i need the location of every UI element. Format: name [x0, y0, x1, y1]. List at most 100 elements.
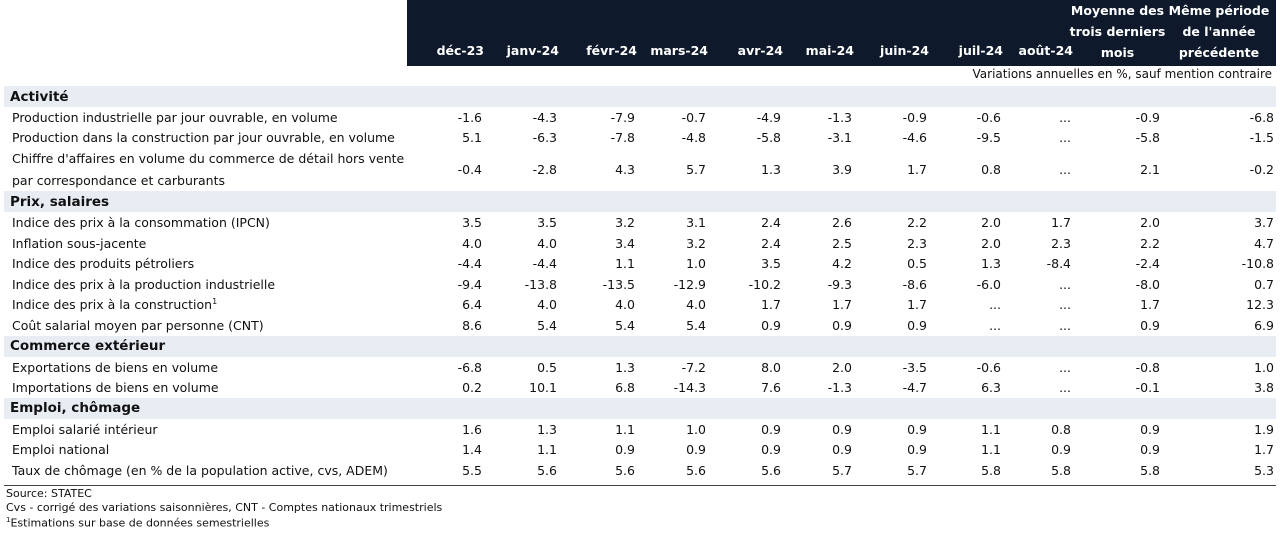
row-label: Chiffre d'affaires en volume du commerce…	[4, 148, 407, 192]
table-cell: 2.3	[907, 235, 927, 251]
table-row: Emploi salarié intérieur 1.6 1.3 1.1 1.0 0.9 0…	[4, 419, 1276, 440]
table-cell: 5.7	[686, 162, 706, 178]
table-cell: 2.5	[832, 235, 852, 251]
table-cell: 3.5	[537, 214, 557, 230]
row-label-text: Emploi national	[12, 442, 110, 458]
table-cell: 3.7	[1254, 214, 1274, 230]
table-cell: 0.9	[761, 317, 781, 333]
table-cell: -10.2	[748, 276, 781, 292]
table-cell: ...	[1059, 276, 1071, 292]
row-label: Indice des prix à la construction1	[4, 297, 407, 312]
table-cell: -13.5	[602, 276, 635, 292]
table-cell: 1.0	[1254, 359, 1274, 375]
table-cell: ...	[989, 297, 1001, 313]
table-cell: 1.1	[981, 442, 1001, 458]
table-cell: -0.4	[457, 162, 482, 178]
table-row: Coût salarial moyen par personne (CNT) 8.…	[4, 315, 1276, 336]
row-label: Indice des produits pétroliers	[4, 256, 407, 271]
table-cell: 1.1	[615, 256, 635, 272]
table-cell: 1.7	[1140, 297, 1160, 313]
row-label-text: Exportations de biens en volume	[12, 359, 219, 375]
table-cell: -4.7	[902, 380, 927, 396]
table-cell: -0.9	[1135, 109, 1160, 125]
row-label-text: Indice des produits pétroliers	[12, 256, 195, 272]
table-cell: -0.7	[681, 109, 706, 125]
table-cell: 1.7	[907, 297, 927, 313]
table-cell: 4.2	[832, 256, 852, 272]
table-cell: 10.1	[529, 380, 557, 396]
column-header: déc-23	[407, 0, 484, 66]
table-cell: 5.6	[537, 462, 557, 478]
table-cell: -0.6	[976, 109, 1001, 125]
row-label: Taux de chômage (en % de la population a…	[4, 463, 407, 478]
column-header: Moyenne des trois derniers mois	[1070, 0, 1166, 66]
row-label: Coût salarial moyen par personne (CNT)	[4, 318, 407, 333]
row-label-text: Indice des prix à la consommation (IPCN)	[12, 214, 270, 230]
table-cell: 4.0	[615, 297, 635, 313]
row-label-text: Importations de biens en volume	[12, 380, 219, 396]
footnote-line: 1Estimations sur base de données semestr…	[0, 514, 1280, 530]
table-cell: -0.1	[1135, 380, 1160, 396]
column-header-line: Moyenne des	[1070, 3, 1165, 19]
footnote-mark: 1	[6, 516, 11, 524]
row-label-text: Inflation sous-jacente	[12, 235, 147, 251]
table-cell: 5.6	[686, 462, 706, 478]
table-cell: 4.0	[686, 297, 706, 313]
table-row: Importations de biens en volume 0.2 10.1 6.…	[4, 377, 1276, 398]
table-cell: -4.4	[532, 256, 557, 272]
column-header-line: avr-24	[737, 43, 783, 58]
table-cell: -7.2	[681, 359, 706, 375]
table-cell: 4.3	[615, 162, 635, 178]
abbreviations-line: Cvs - corrigé des variations saisonnière…	[6, 500, 443, 514]
table-cell: 7.6	[761, 380, 781, 396]
table-cell: 0.9	[907, 317, 927, 333]
table-cell: 0.9	[1051, 442, 1071, 458]
table-cell: 0.9	[907, 421, 927, 437]
table-row: Indice des prix à la construction1 6.4 4.0…	[4, 295, 1276, 316]
source-line: Source: STATEC	[6, 487, 92, 500]
table-cell: 1.7	[832, 297, 852, 313]
table-cell: -9.3	[827, 276, 852, 292]
column-header: mars-24	[637, 0, 708, 66]
table-cell: ...	[1059, 109, 1071, 125]
table-cell: 5.8	[981, 462, 1001, 478]
table-cell: 0.5	[907, 256, 927, 272]
table-cell: 3.8	[1254, 380, 1274, 396]
table-cell: 0.9	[761, 442, 781, 458]
table-row: Exportations de biens en volume -6.8 0.5 1.…	[4, 357, 1276, 378]
table-cell: 0.9	[761, 421, 781, 437]
table-cell: 6.8	[615, 380, 635, 396]
column-header: août-24	[1003, 0, 1073, 66]
row-label: Indice des prix à la production industri…	[4, 277, 407, 292]
row-label-text: Coût salarial moyen par personne (CNT)	[12, 317, 264, 333]
table-cell: -4.9	[756, 109, 781, 125]
section-header: Prix, salaires	[4, 191, 1276, 213]
header-background	[407, 0, 1276, 66]
column-header-line: mars-24	[650, 43, 708, 58]
table-cell: -1.3	[827, 109, 852, 125]
table-row: Indice des prix à la consommation (IPCN)…	[4, 212, 1276, 233]
table-cell: -1.3	[827, 380, 852, 396]
table-row: Production industrielle par jour ouvrabl…	[4, 107, 1276, 128]
table-cell: ...	[989, 317, 1001, 333]
row-label-text: Indice des prix à la construction	[12, 297, 213, 313]
row-label-text: Emploi salarié intérieur	[12, 421, 158, 437]
table-cell: 1.9	[1254, 421, 1274, 437]
table-cell: -0.6	[976, 359, 1001, 375]
column-header-line: déc-23	[436, 43, 484, 58]
table-cell: 1.7	[1254, 442, 1274, 458]
table-cell: 2.4	[761, 214, 781, 230]
table-cell: 1.7	[761, 297, 781, 313]
table-header: déc-23 janv-24 févr-24 mars-24 avr-24 mai-24 j…	[407, 0, 1276, 66]
table-cell: 1.7	[1051, 214, 1071, 230]
table-cell: 3.4	[615, 235, 635, 251]
table-cell: -4.3	[532, 109, 557, 125]
table-cell: -10.8	[1241, 256, 1274, 272]
row-label: Production industrielle par jour ouvrabl…	[4, 110, 407, 125]
table-footer: Source: STATEC Cvs - corrigé des variati…	[0, 487, 1280, 530]
table-cell: 0.9	[832, 317, 852, 333]
table-cell: 2.1	[1140, 162, 1160, 178]
table-cell: -7.9	[610, 109, 635, 125]
table-cell: 0.2	[462, 380, 482, 396]
table-cell: 0.8	[981, 162, 1001, 178]
